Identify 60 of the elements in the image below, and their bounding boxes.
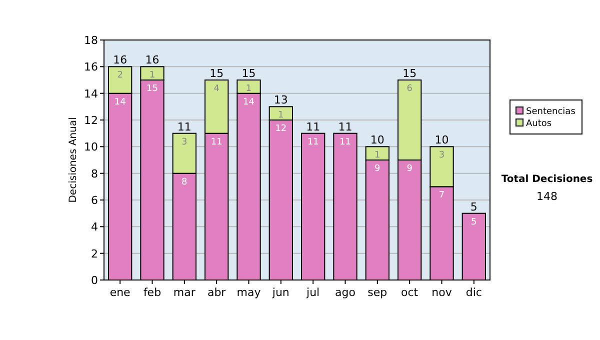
y-tick-label: 14 (84, 87, 98, 100)
legend-label: Autos (526, 119, 552, 129)
total-label: 5 (470, 200, 478, 214)
total-label: 10 (370, 134, 384, 147)
data-label: 8 (182, 177, 188, 188)
total-label: 11 (177, 120, 192, 134)
data-label: 7 (438, 190, 445, 201)
x-tick-label: jun (271, 286, 290, 299)
x-tick-label: jul (306, 286, 320, 299)
y-tick-label: 6 (91, 194, 98, 207)
data-label: 11 (307, 137, 319, 148)
text: Total Decisiones (501, 174, 593, 185)
y-tick-label: 18 (84, 34, 98, 47)
total-label: 13 (274, 94, 288, 107)
data-label: 1 (149, 70, 156, 81)
data-label: 2 (117, 70, 123, 81)
total-label: 11 (306, 120, 320, 134)
data-label: 9 (374, 164, 381, 174)
y-tick-label: 2 (91, 247, 98, 260)
data-label: 6 (406, 84, 413, 94)
x-tick-label: oct (401, 286, 419, 299)
total-label: 15 (402, 67, 417, 80)
total-label: 15 (210, 67, 224, 80)
y-tick-label: 12 (84, 114, 98, 127)
total-label: 10 (434, 134, 449, 147)
total-label: 16 (113, 54, 128, 67)
total-label: 11 (338, 120, 352, 134)
y-tick-label: 16 (84, 60, 98, 74)
data-label: 1 (278, 110, 284, 121)
x-tick-label: may (236, 286, 262, 299)
x-tick-label: mar (173, 286, 196, 299)
data-label: 5 (471, 217, 477, 228)
y-tick-label: 0 (91, 274, 98, 287)
data-label: 14 (114, 97, 126, 108)
data-label: 14 (243, 97, 255, 108)
data-label: 1 (246, 84, 252, 94)
y-tick-label: 10 (84, 140, 98, 154)
data-label: 11 (340, 137, 351, 148)
legend-label: Sentencias (526, 107, 576, 117)
data-label: 4 (214, 84, 220, 94)
data-label: 9 (406, 164, 413, 174)
data-label: 12 (275, 124, 287, 134)
x-tick-label: ene (110, 286, 131, 299)
y-axis-title: Decisiones Anual (68, 117, 79, 203)
total-label: 16 (145, 54, 160, 67)
x-tick-label: sep (368, 286, 388, 299)
x-tick-label: ago (335, 286, 356, 299)
x-tick-label: dic (466, 286, 482, 299)
data-label: 1 (374, 150, 380, 161)
y-tick-label: 8 (91, 167, 98, 180)
x-tick-label: abr (207, 286, 226, 299)
total-label: 15 (242, 67, 256, 80)
data-label: 3 (182, 137, 188, 148)
x-tick-label: nov (432, 286, 452, 299)
data-label: 3 (438, 150, 445, 161)
data-label: 15 (146, 84, 158, 94)
text: 148 (536, 190, 558, 203)
data-label: 11 (210, 137, 222, 148)
x-tick-label: feb (143, 286, 162, 299)
y-tick-label: 4 (91, 220, 98, 234)
